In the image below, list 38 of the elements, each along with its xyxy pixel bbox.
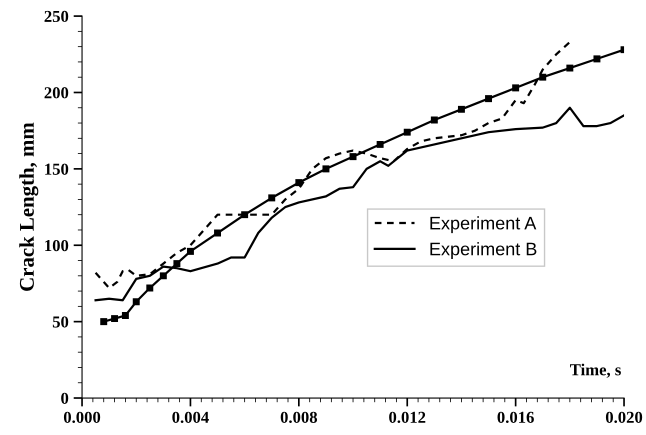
point [186,248,194,255]
point [593,55,600,62]
y-tick-label: 200 [44,87,68,98]
x-tick-label: 0.012 [389,412,426,424]
x-axis-title: Time, s [570,364,621,378]
point [458,106,465,113]
point [566,64,574,72]
x-tick-label: 0.004 [172,412,209,424]
point [214,230,222,237]
point [485,95,492,102]
legend-label: Experiment B [430,242,536,259]
point [173,260,180,268]
point [512,84,520,92]
x-tick-label: 0.020 [606,412,642,424]
legend-label: Experiment A [430,216,536,234]
point [268,194,276,202]
point [404,128,411,136]
y-axis-title: Crack Length, mm [19,122,38,291]
x-tick-label: 0.000 [64,412,100,424]
y-tick-label: 50 [52,316,68,328]
point [539,74,546,81]
point [160,272,167,280]
x-tick-label: 0.016 [498,412,534,424]
point [322,165,330,172]
y-tick-label: 0 [61,392,68,404]
point [295,179,302,186]
point [376,140,384,148]
point [132,298,140,306]
x-tick-label: 0.008 [280,412,318,424]
point [122,312,129,319]
y-tick-label: 250 [44,10,68,22]
point [146,284,154,292]
y-tick-label: 100 [45,240,68,252]
point [350,153,357,160]
point [430,116,438,124]
point [100,318,108,326]
point [111,315,118,322]
y-tick-label: 150 [45,164,68,175]
